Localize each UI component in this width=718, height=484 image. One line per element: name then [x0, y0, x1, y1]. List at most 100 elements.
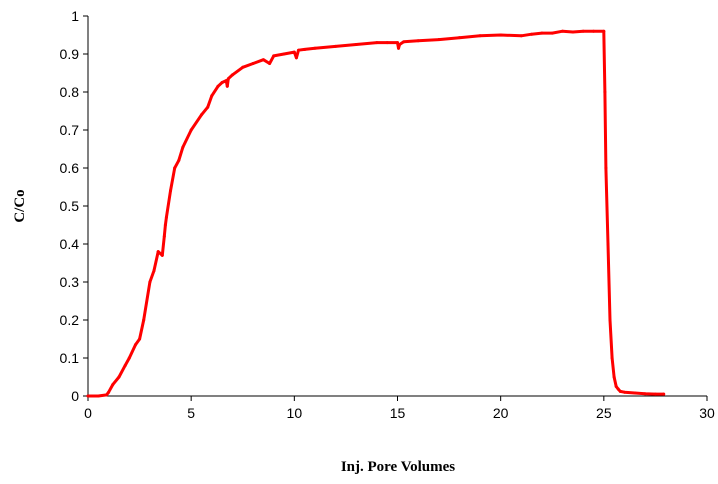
- data-point: [633, 391, 637, 395]
- series-line: [86, 29, 666, 398]
- data-point: [148, 280, 152, 284]
- x-tick-label: 10: [287, 405, 303, 421]
- series-group: [86, 29, 666, 398]
- data-point: [606, 242, 610, 246]
- data-point: [216, 84, 220, 88]
- data-point: [199, 113, 203, 117]
- data-point: [519, 34, 523, 38]
- data-point: [111, 383, 115, 387]
- x-axis-title: Inj. Pore Volumes: [341, 459, 455, 475]
- data-point: [354, 43, 358, 46]
- y-tick-label: 0.2: [60, 312, 80, 328]
- data-point: [156, 250, 160, 254]
- axis-ticks: [83, 15, 708, 401]
- data-point: [105, 393, 109, 397]
- data-point: [241, 65, 245, 69]
- data-point: [268, 62, 272, 65]
- data-point: [385, 41, 389, 45]
- data-point: [226, 77, 230, 81]
- x-tick-label: 5: [187, 405, 195, 421]
- data-point: [177, 158, 181, 162]
- data-point: [334, 44, 338, 48]
- data-point: [550, 31, 554, 35]
- data-point: [163, 223, 167, 227]
- data-point: [612, 375, 616, 379]
- data-point: [107, 390, 111, 394]
- y-tick-label: 0.7: [60, 122, 80, 138]
- data-point: [530, 32, 534, 36]
- data-point: [457, 36, 461, 40]
- data-point: [164, 215, 168, 219]
- data-point: [561, 29, 565, 33]
- data-point: [296, 48, 300, 52]
- data-point: [608, 318, 612, 322]
- data-point: [499, 33, 503, 37]
- data-point: [152, 269, 156, 273]
- y-tick-label: 0.8: [60, 84, 80, 100]
- x-tick-label: 30: [699, 405, 715, 421]
- data-point: [313, 46, 317, 50]
- data-point: [261, 58, 265, 62]
- data-point: [592, 29, 596, 33]
- x-tick-label: 20: [493, 405, 509, 421]
- data-point: [653, 392, 657, 396]
- data-point: [224, 79, 228, 83]
- y-tick-label: 0.3: [60, 274, 80, 290]
- data-point: [610, 356, 614, 360]
- data-point: [437, 38, 441, 42]
- y-axis-title: C/Co: [12, 189, 28, 222]
- data-point: [416, 39, 420, 43]
- data-point: [133, 343, 137, 347]
- y-tick-label: 1: [71, 8, 79, 24]
- data-point: [398, 43, 402, 46]
- data-point: [206, 105, 210, 109]
- y-tick-label: 0.6: [60, 160, 80, 176]
- data-point: [282, 52, 286, 56]
- data-point: [96, 394, 100, 398]
- data-point: [581, 29, 585, 33]
- data-point: [123, 364, 127, 368]
- data-point: [602, 29, 606, 33]
- data-point: [478, 34, 482, 38]
- data-point: [210, 94, 214, 98]
- plot-area: [87, 16, 707, 397]
- data-point: [618, 389, 622, 393]
- data-point: [169, 189, 173, 193]
- data-point: [622, 390, 626, 394]
- data-point: [138, 337, 142, 341]
- data-point: [397, 46, 401, 50]
- x-tick-label: 0: [84, 405, 92, 421]
- y-tick-label: 0: [71, 388, 79, 404]
- data-point: [220, 81, 224, 84]
- x-tick-label: 15: [390, 405, 406, 421]
- y-tick-label: 0.9: [60, 46, 80, 62]
- data-point: [251, 62, 255, 65]
- data-point: [614, 385, 618, 388]
- data-point: [127, 356, 131, 360]
- data-point: [160, 253, 164, 257]
- data-point: [181, 145, 185, 149]
- data-point: [571, 30, 575, 34]
- data-point: [662, 392, 666, 396]
- data-point: [604, 166, 608, 170]
- data-point: [272, 54, 276, 58]
- data-point: [142, 318, 146, 322]
- data-point: [86, 394, 90, 398]
- data-point: [230, 73, 234, 77]
- x-tick-label: 25: [596, 405, 612, 421]
- y-tick-label: 0.1: [60, 350, 80, 366]
- axis-tick-labels: 00.10.20.30.40.50.60.70.80.910 5 10 15 20 25 3…: [60, 8, 715, 421]
- data-point: [643, 392, 647, 396]
- y-tick-label: 0.5: [60, 198, 80, 214]
- data-point: [402, 40, 406, 44]
- data-point: [162, 234, 166, 238]
- data-point: [616, 387, 620, 391]
- data-point: [603, 90, 607, 94]
- data-point: [117, 375, 121, 379]
- data-point: [396, 41, 399, 45]
- data-point: [225, 84, 229, 88]
- data-point: [294, 56, 298, 60]
- data-point: [292, 50, 296, 54]
- data-point: [173, 166, 177, 170]
